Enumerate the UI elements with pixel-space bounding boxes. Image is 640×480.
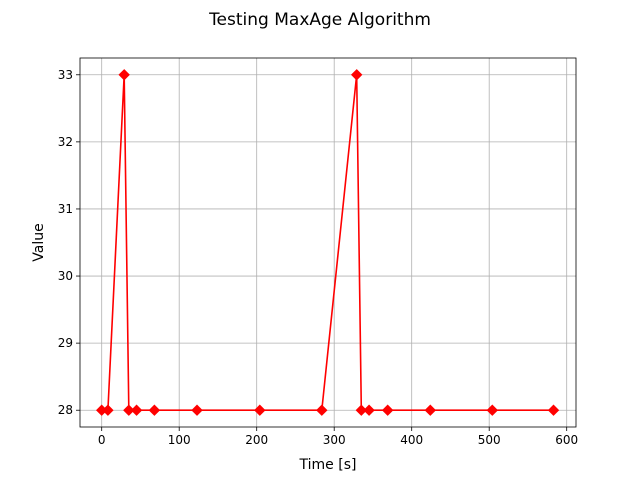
plot-area bbox=[80, 58, 576, 427]
x-axis-ticks: 0 100 200 300 400 500 600 bbox=[98, 427, 578, 447]
x-tick-label: 0 bbox=[98, 433, 106, 447]
y-tick-label: 32 bbox=[58, 135, 73, 149]
x-tick-label: 200 bbox=[245, 433, 268, 447]
y-tick-label: 31 bbox=[58, 202, 73, 216]
y-axis-ticks: 28 29 30 31 32 33 bbox=[58, 68, 80, 417]
y-tick-label: 33 bbox=[58, 68, 73, 82]
data-point-marker bbox=[254, 404, 266, 416]
x-tick-label: 300 bbox=[323, 433, 346, 447]
plot-frame bbox=[79, 57, 577, 428]
data-point-marker bbox=[355, 404, 368, 416]
data-point-marker bbox=[424, 404, 437, 416]
data-point-marker bbox=[486, 404, 499, 416]
data-point-marker bbox=[130, 404, 143, 416]
y-tick-label: 29 bbox=[58, 336, 73, 350]
x-tick-label: 100 bbox=[168, 433, 191, 447]
series-layer bbox=[95, 69, 560, 416]
data-point-marker bbox=[191, 404, 203, 416]
data-point-marker bbox=[102, 404, 114, 416]
data-point-marker bbox=[381, 404, 394, 416]
y-tick-label: 30 bbox=[58, 269, 73, 283]
chart-title: Testing MaxAge Algorithm bbox=[208, 10, 431, 30]
y-axis-label: Value bbox=[31, 223, 47, 261]
data-point-marker bbox=[547, 404, 560, 416]
data-point-marker bbox=[148, 404, 161, 416]
data-point-marker bbox=[350, 69, 363, 81]
y-tick-label: 28 bbox=[58, 403, 73, 417]
data-point-marker bbox=[363, 404, 375, 416]
x-axis-label: Time [s] bbox=[299, 457, 357, 473]
data-point-marker bbox=[118, 69, 130, 81]
data-point-marker bbox=[123, 404, 135, 416]
data-point-marker bbox=[316, 404, 328, 416]
series-line bbox=[101, 74, 554, 412]
x-tick-label: 400 bbox=[400, 433, 423, 447]
x-tick-label: 600 bbox=[555, 433, 578, 447]
x-tick-label: 500 bbox=[478, 433, 501, 447]
